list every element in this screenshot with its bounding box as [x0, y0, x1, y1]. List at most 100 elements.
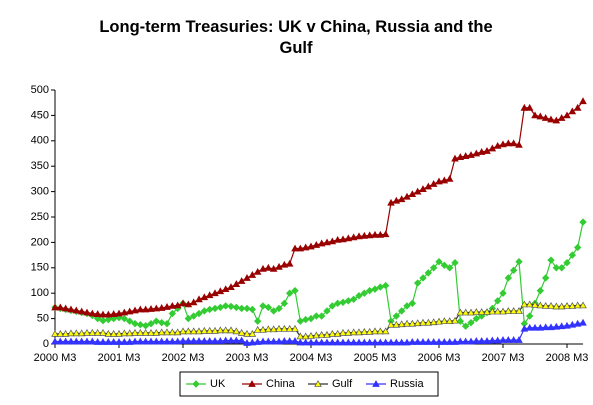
- data-point: [205, 326, 214, 334]
- y-tick-label: 300: [31, 186, 49, 198]
- data-point: [387, 320, 395, 328]
- data-point: [488, 307, 497, 315]
- data-point: [189, 327, 198, 335]
- data-point: [552, 302, 561, 310]
- data-point: [227, 336, 235, 344]
- data-point: [541, 323, 550, 331]
- data-point: [579, 97, 587, 105]
- data-point: [451, 154, 459, 162]
- data-point: [163, 337, 171, 345]
- data-point: [280, 337, 289, 344]
- data-point: [547, 301, 555, 309]
- data-point: [488, 144, 497, 152]
- data-point: [83, 337, 91, 345]
- data-point: [344, 338, 353, 346]
- data-point: [163, 302, 171, 310]
- data-point: [285, 259, 294, 267]
- data-point: [296, 317, 305, 325]
- data-point: [429, 264, 438, 272]
- data-point: [125, 338, 134, 345]
- data-point: [355, 232, 363, 240]
- data-point: [323, 307, 331, 315]
- data-point: [285, 337, 294, 344]
- data-point: [520, 324, 529, 332]
- data-point: [339, 298, 347, 307]
- data-point: [77, 329, 86, 337]
- data-point: [477, 308, 486, 315]
- x-tick-label: 2006 M3: [418, 352, 461, 364]
- data-point: [179, 299, 187, 307]
- data-point: [237, 277, 246, 284]
- data-point: [136, 321, 145, 329]
- data-point: [168, 328, 177, 336]
- data-point: [413, 338, 422, 345]
- data-point: [211, 326, 219, 334]
- data-point: [397, 338, 406, 346]
- x-tick-label: 2008 M3: [546, 352, 589, 364]
- data-point: [163, 328, 171, 336]
- data-point: [259, 325, 267, 333]
- data-point: [435, 177, 443, 185]
- data-point: [232, 303, 241, 312]
- data-point: [152, 337, 161, 345]
- data-point: [381, 338, 390, 346]
- data-point: [413, 319, 422, 327]
- data-point: [125, 307, 134, 315]
- data-point: [99, 310, 107, 318]
- data-point: [184, 300, 193, 308]
- data-point: [568, 107, 577, 115]
- data-point: [536, 286, 545, 295]
- data-point: [349, 338, 358, 346]
- data-point: [307, 338, 315, 346]
- data-point: [424, 269, 433, 277]
- data-point: [573, 243, 582, 252]
- data-point: [125, 329, 134, 337]
- data-point: [301, 243, 310, 251]
- data-point: [141, 305, 150, 313]
- legend-label: China: [266, 378, 296, 390]
- data-point: [173, 301, 182, 309]
- data-point: [147, 337, 155, 345]
- x-tick-label: 2000 M3: [34, 352, 77, 364]
- data-point: [573, 301, 582, 309]
- data-point: [280, 299, 289, 308]
- data-point: [264, 263, 273, 271]
- data-point: [264, 303, 273, 312]
- data-point: [333, 235, 342, 243]
- data-point: [67, 337, 75, 345]
- data-point: [232, 336, 241, 344]
- data-point: [253, 267, 262, 275]
- data-point: [499, 307, 507, 315]
- data-point: [296, 338, 305, 346]
- data-point: [248, 270, 257, 278]
- data-point: [232, 280, 241, 287]
- data-point: [184, 337, 193, 344]
- data-point: [493, 336, 502, 344]
- data-point: [557, 322, 566, 330]
- data-point: [573, 319, 582, 327]
- data-point: [227, 302, 235, 311]
- data-point: [424, 182, 433, 190]
- data-point: [291, 324, 299, 332]
- legend-marker: [372, 380, 380, 387]
- data-point: [467, 308, 475, 316]
- data-point: [483, 147, 491, 154]
- data-point: [461, 308, 470, 316]
- data-point: [403, 302, 411, 310]
- data-point: [568, 301, 577, 309]
- data-point: [355, 338, 363, 346]
- data-point: [515, 140, 523, 148]
- data-point: [232, 327, 241, 335]
- data-point: [56, 329, 65, 337]
- data-point: [168, 301, 177, 309]
- data-point: [141, 328, 150, 336]
- data-point: [259, 302, 267, 310]
- y-tick-label: 500: [31, 84, 49, 96]
- data-point: [440, 338, 449, 345]
- data-point: [227, 326, 235, 334]
- data-point: [189, 312, 198, 320]
- data-point: [499, 289, 507, 297]
- data-point: [419, 185, 427, 192]
